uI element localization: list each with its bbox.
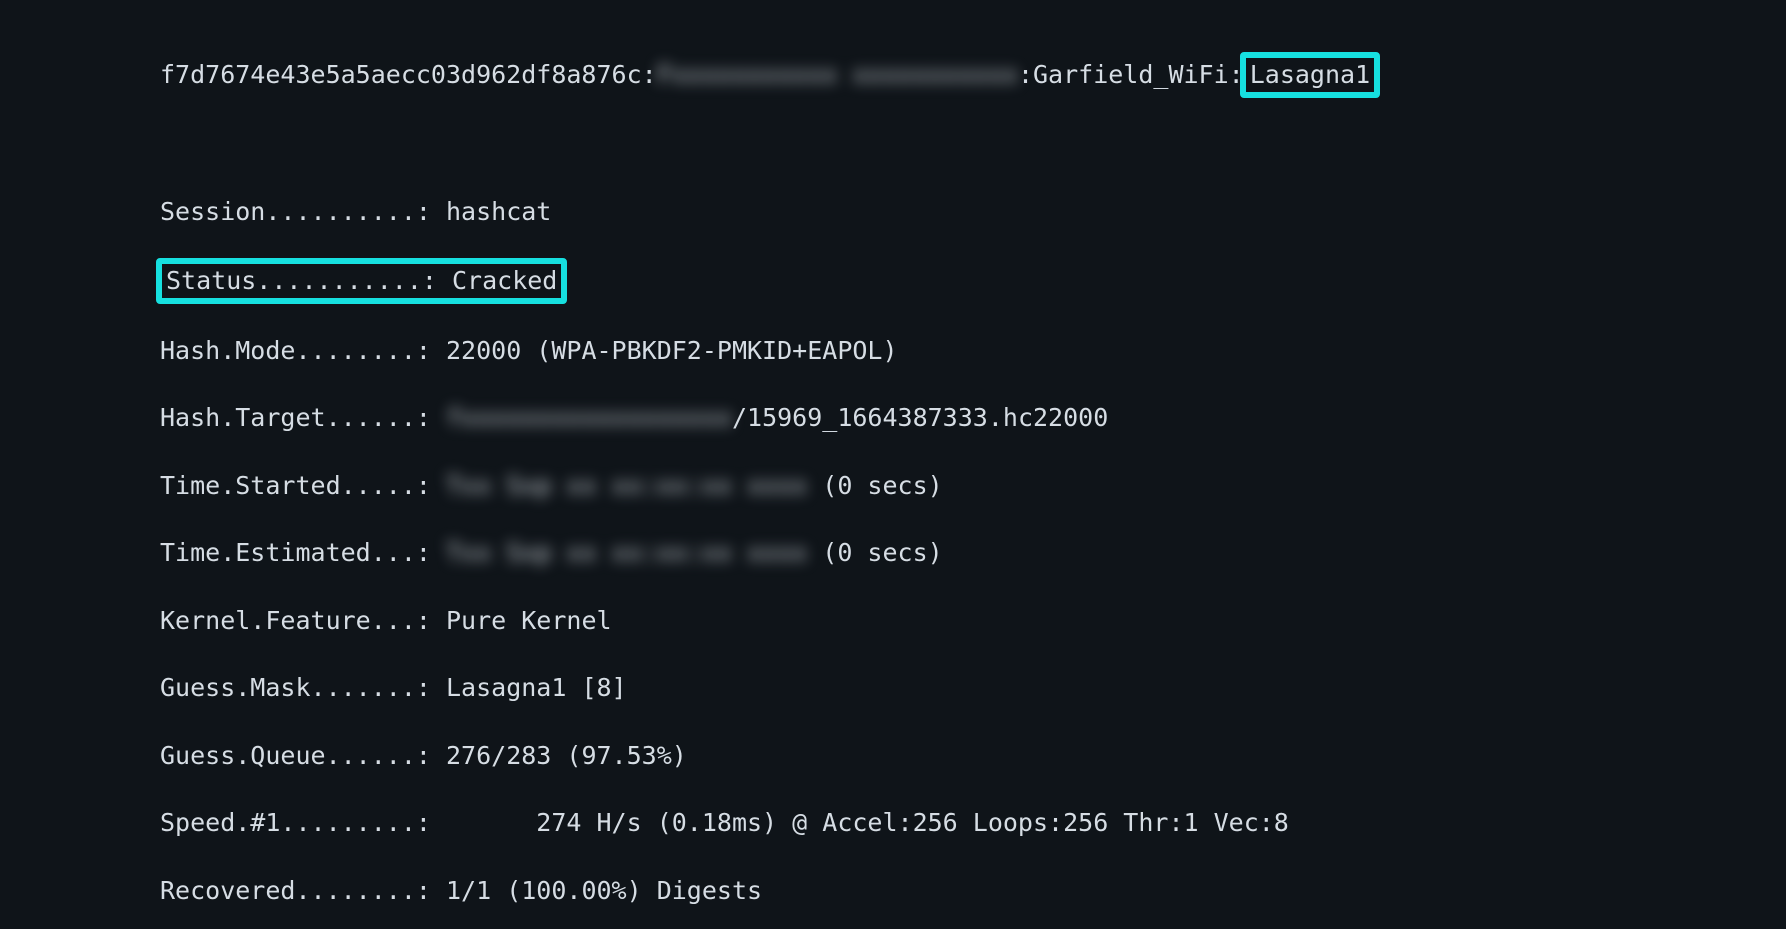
field-speed: Speed.#1.........: 274 H/s (0.18ms) @ Ac… [160, 806, 1786, 840]
redacted-time: Txx Sxp xx xx:xx:xx xxxx [446, 469, 807, 503]
field-hash-target: Hash.Target......: fxxxxxxxxxxxxxxxxxx/1… [160, 401, 1786, 435]
field-session: Session..........: hashcat [160, 195, 1786, 229]
field-value: 22000 (WPA-PBKDF2-PMKID+EAPOL) [446, 336, 898, 365]
field-label: Hash.Mode........: [160, 336, 446, 365]
field-value: hashcat [446, 197, 551, 226]
field-label: Guess.Queue......: [160, 741, 446, 770]
field-label: Time.Started.....: [160, 471, 446, 500]
redacted-path: fxxxxxxxxxxxxxxxxxx [446, 401, 732, 435]
field-label: Guess.Mask.......: [160, 673, 446, 702]
field-value: 1/1 (100.00%) Digests [446, 876, 762, 905]
field-status: Status...........: Cracked [160, 262, 1786, 300]
field-value: (0 secs) [807, 538, 942, 567]
redacted-time: Txx Sxp xx xx:xx:xx xxxx [446, 536, 807, 570]
field-value: Lasagna1 [8] [446, 673, 627, 702]
field-kernel-feature: Kernel.Feature...: Pure Kernel [160, 604, 1786, 638]
terminal-output: f7d7674e43e5a5aecc03d962df8a876c:Fxxxxxx… [0, 0, 1786, 929]
field-guess-queue: Guess.Queue......: 276/283 (97.53%) [160, 739, 1786, 773]
field-value: /15969_1664387333.hc22000 [732, 403, 1108, 432]
field-value: (0 secs) [807, 471, 942, 500]
field-value: 276/283 (97.53%) [446, 741, 687, 770]
cracked-password: Lasagna1 [1250, 60, 1370, 89]
crack-result-line: f7d7674e43e5a5aecc03d962df8a876c:Fxxxxxx… [160, 56, 1786, 94]
field-label: Kernel.Feature...: [160, 606, 446, 635]
field-recovered: Recovered........: 1/1 (100.00%) Digests [160, 874, 1786, 908]
cracked-password-highlight: Lasagna1 [1240, 52, 1380, 98]
field-value: 274 H/s (0.18ms) @ Accel:256 Loops:256 T… [446, 808, 1289, 837]
redacted-mac: Fxxxxxxxxxxx xxxxxxxxxxx [657, 58, 1018, 92]
field-label: Time.Estimated...: [160, 538, 446, 567]
field-hash-mode: Hash.Mode........: 22000 (WPA-PBKDF2-PMK… [160, 334, 1786, 368]
field-label: Session..........: [160, 197, 446, 226]
field-time-estimated: Time.Estimated...: Txx Sxp xx xx:xx:xx x… [160, 536, 1786, 570]
field-value: Pure Kernel [446, 606, 612, 635]
field-value: Cracked [452, 266, 557, 295]
field-label: Hash.Target......: [160, 403, 446, 432]
status-highlight: Status...........: Cracked [156, 258, 567, 304]
field-label: Recovered........: [160, 876, 446, 905]
field-time-started: Time.Started.....: Txx Sxp xx xx:xx:xx x… [160, 469, 1786, 503]
field-label: Status...........: [166, 266, 452, 295]
hash-value: f7d7674e43e5a5aecc03d962df8a876c: [160, 60, 657, 89]
ssid-segment: :Garfield_WiFi: [1018, 60, 1244, 89]
field-label: Speed.#1.........: [160, 808, 446, 837]
field-guess-mask: Guess.Mask.......: Lasagna1 [8] [160, 671, 1786, 705]
